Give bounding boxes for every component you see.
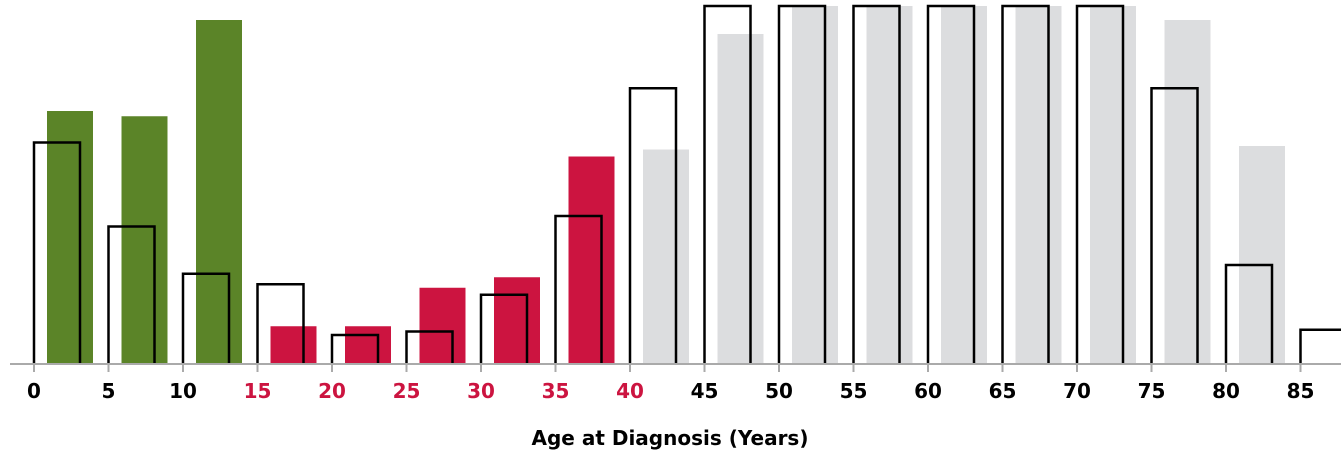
outline-bar <box>1150 87 1199 363</box>
filled-bar <box>866 6 913 363</box>
filled-bar <box>270 326 317 363</box>
outline-bar <box>479 293 529 363</box>
outline-bar <box>1075 4 1125 363</box>
filled-bar <box>568 156 615 363</box>
filled-bar <box>1164 20 1211 363</box>
outline-bar <box>628 87 678 363</box>
filled-bar <box>643 149 689 363</box>
x-tick-label: 55 <box>840 379 868 403</box>
filled-bars-layer <box>47 6 1285 363</box>
outline-bars-layer <box>32 4 1341 363</box>
outline-bar <box>256 283 305 363</box>
outline-bar <box>1001 4 1050 363</box>
outline-bar <box>1224 263 1274 363</box>
outline-bar <box>554 214 603 363</box>
x-axis-title: Age at Diagnosis (Years) <box>532 426 809 450</box>
x-tick-label: 75 <box>1138 379 1166 403</box>
outline-bar <box>926 4 976 363</box>
filled-bar <box>792 6 838 363</box>
x-tick-label: 70 <box>1063 379 1091 403</box>
x-tick-label: 65 <box>989 379 1017 403</box>
filled-bar <box>717 34 764 363</box>
x-tick-label: 0 <box>27 379 41 403</box>
x-tick-label: 50 <box>765 379 793 403</box>
filled-bar <box>121 116 168 363</box>
x-tick-label: 60 <box>914 379 942 403</box>
x-tick-label: 40 <box>616 379 644 403</box>
outline-bar <box>1299 328 1341 363</box>
outline-bar <box>852 4 901 363</box>
filled-bar <box>494 277 540 363</box>
filled-bar <box>941 6 987 363</box>
filled-bar <box>1239 146 1285 363</box>
filled-bar <box>1015 6 1062 363</box>
x-tick-label: 30 <box>467 379 495 403</box>
filled-bar <box>345 326 391 363</box>
x-tick-label: 10 <box>169 379 197 403</box>
filled-bar <box>419 287 466 363</box>
outline-bar <box>32 141 82 363</box>
filled-bar <box>196 20 242 363</box>
outline-bar <box>181 272 231 363</box>
x-tick-label: 80 <box>1212 379 1240 403</box>
x-tick-label: 45 <box>691 379 719 403</box>
x-tick-label: 35 <box>542 379 570 403</box>
filled-bar <box>1090 6 1136 363</box>
x-axis-ticks: 0 5 10 15 20 25 30 35 40 45 50 55 60 65 70 75 80 85 <box>27 364 1314 403</box>
filled-bar <box>47 111 93 363</box>
outline-bar <box>330 333 380 363</box>
x-tick-label: 5 <box>102 379 116 403</box>
x-tick-label: 25 <box>393 379 421 403</box>
outline-bar <box>107 225 156 363</box>
outline-bar <box>703 4 752 363</box>
x-tick-label: 15 <box>244 379 272 403</box>
outline-bar <box>777 4 827 363</box>
x-tick-label: 85 <box>1287 379 1315 403</box>
outline-bar <box>405 330 454 363</box>
x-tick-label: 20 <box>318 379 346 403</box>
